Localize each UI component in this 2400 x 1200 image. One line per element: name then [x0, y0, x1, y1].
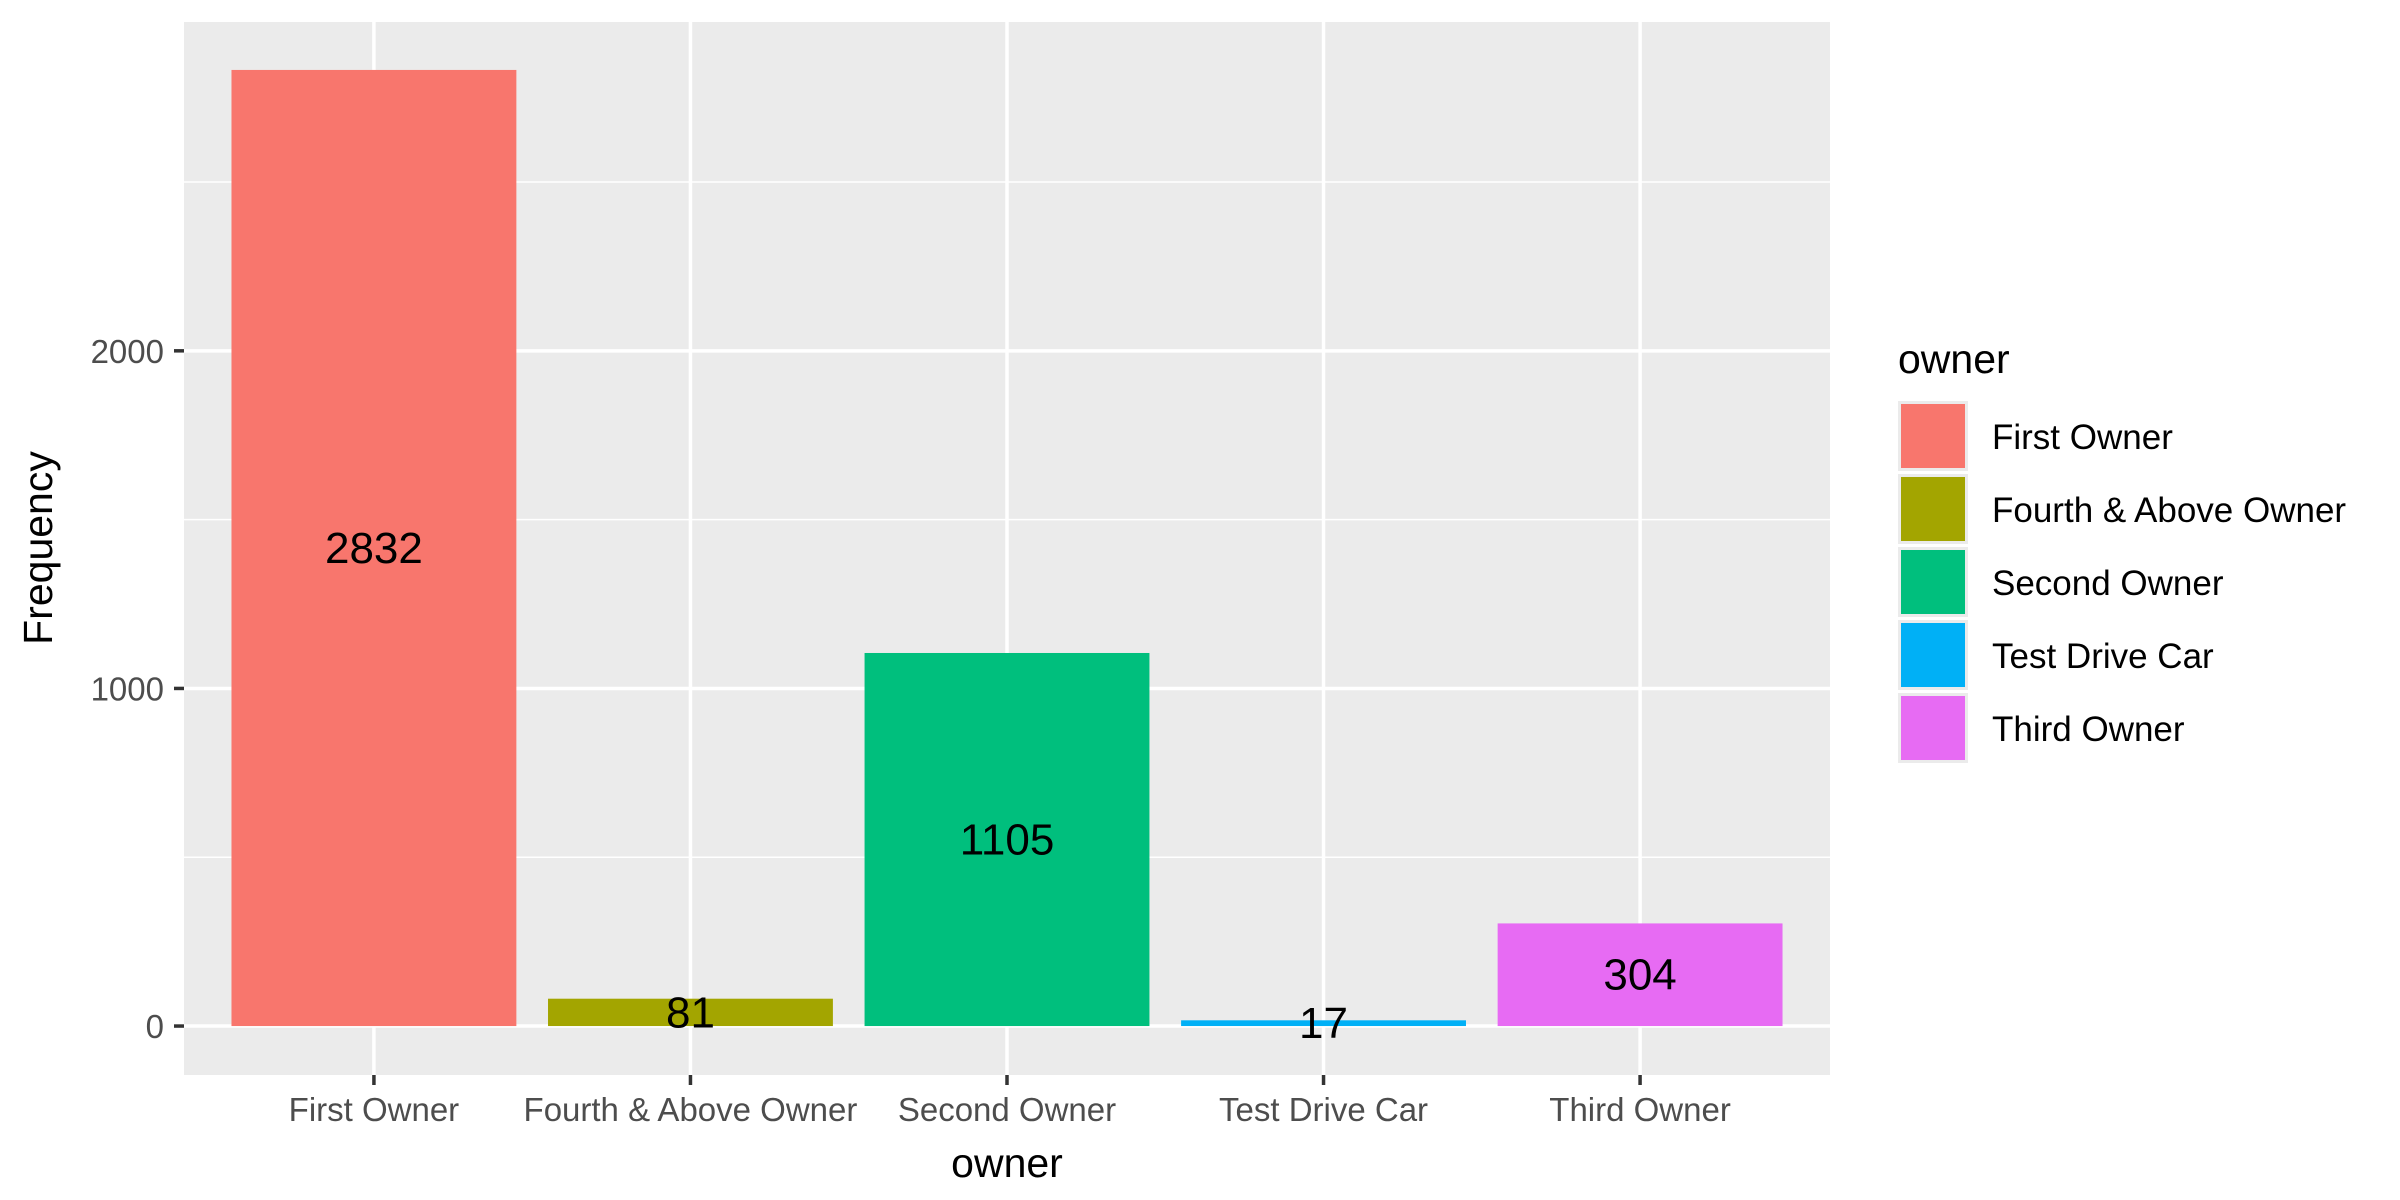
y-tick-label: 0: [146, 1008, 164, 1045]
bar: [548, 998, 833, 1027]
legend: owner First Owner Fourth & Above Owner Sec…: [1898, 336, 2346, 763]
bar-label: 17: [1299, 999, 1348, 1048]
legend-label: First Owner: [1992, 418, 2173, 457]
bars: [231, 69, 1783, 1027]
x-tick-label: Second Owner: [898, 1091, 1116, 1128]
y-axis-title: Frequency: [15, 451, 61, 645]
y-tick-label: 1000: [91, 670, 164, 707]
legend-key: [1901, 623, 1965, 687]
legend-key: [1901, 696, 1965, 760]
bar-label: 81: [666, 988, 715, 1037]
bar: [231, 69, 517, 1027]
bar: [1181, 1020, 1466, 1027]
legend-title: owner: [1898, 336, 2010, 382]
x-axis-title: owner: [951, 1140, 1063, 1186]
bar: [864, 652, 1150, 1027]
x-tick-label: Fourth & Above Owner: [524, 1091, 858, 1128]
legend-key: [1901, 550, 1965, 614]
x-tick-label: Third Owner: [1549, 1091, 1731, 1128]
legend-key: [1901, 404, 1965, 468]
bar: [1497, 923, 1783, 1027]
legend-key: [1901, 477, 1965, 541]
legend-label: Second Owner: [1992, 564, 2224, 603]
x-tick-label: First Owner: [289, 1091, 460, 1128]
legend-label: Third Owner: [1992, 710, 2185, 749]
bar-labels: 2832 81 1105 17 304: [325, 524, 1677, 1048]
bar-label: 304: [1603, 951, 1676, 1000]
y-tick-label: 2000: [91, 333, 164, 370]
bar-label: 1105: [960, 816, 1055, 865]
x-tick-label: Test Drive Car: [1219, 1091, 1428, 1128]
legend-label: Test Drive Car: [1992, 637, 2214, 676]
x-axis: First Owner Fourth & Above Owner Second Ow…: [289, 1075, 1731, 1128]
y-axis: 0 1000 2000: [91, 333, 184, 1045]
bar-label: 2832: [325, 524, 423, 573]
legend-label: Fourth & Above Owner: [1992, 491, 2346, 530]
